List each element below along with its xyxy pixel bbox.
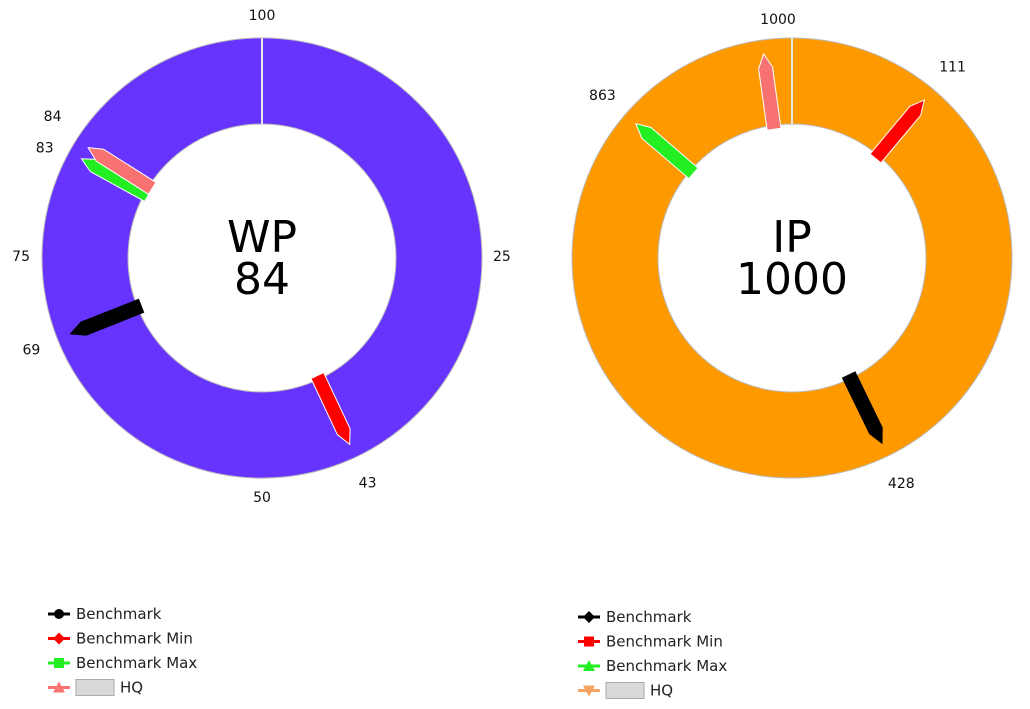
gauge-wp-center-value: 84 <box>234 254 290 305</box>
legend-marker-triangle-down <box>583 685 595 697</box>
legend-swatch <box>75 679 115 696</box>
gauge-wp-ring <box>41 37 483 479</box>
legend-label: Benchmark Max <box>76 654 197 672</box>
legend-item[interactable]: Benchmark Max <box>578 657 727 675</box>
legend-label: Benchmark Min <box>76 630 193 648</box>
legend-item[interactable]: HQ <box>48 679 143 697</box>
legend-label: Benchmark Max <box>606 657 727 675</box>
gauge-wp-center-label: WP <box>227 212 297 263</box>
gauge-marker-hq <box>87 147 157 195</box>
legend-item[interactable]: Benchmark Min <box>48 630 193 648</box>
gauge-ip-tick-1000: 1000 <box>760 12 796 28</box>
legend-marker-square <box>54 658 64 668</box>
legend-item[interactable]: Benchmark Min <box>578 633 723 651</box>
gauge-wp-tick-100: 100 <box>249 8 276 24</box>
gauge-marker-benchmark-min <box>310 371 351 446</box>
legend-label: HQ <box>650 682 673 700</box>
gauge-marker-label: 43 <box>359 475 377 491</box>
gauge-marker-benchmark-min <box>869 99 926 164</box>
gauge-ip-center-value: 1000 <box>736 254 848 305</box>
legend-item[interactable]: Benchmark <box>48 605 162 623</box>
gauge-marker-label: 111 <box>939 59 966 75</box>
legend-swatch <box>605 682 645 699</box>
legend-label: HQ <box>120 679 143 697</box>
legend-marker-circle <box>54 609 64 619</box>
gauge-marker-label: 428 <box>888 476 915 492</box>
gauge-marker-hq <box>758 52 782 131</box>
legend-marker-triangle <box>53 681 65 693</box>
gauge-marker-label: 84 <box>44 109 62 125</box>
legend-label: Benchmark <box>76 605 162 623</box>
gauge-wp-tick-50: 50 <box>253 490 271 506</box>
gauge-wp: 69 43 83 84 WP 84 100 25 50 75 <box>12 8 511 506</box>
gauge-marker-benchmark-max <box>634 122 699 180</box>
legend-marker-diamond <box>53 632 65 645</box>
legend-marker-triangle <box>583 660 595 671</box>
legend-label: Benchmark Min <box>606 633 723 651</box>
gauge-wp-tick-25: 25 <box>493 249 511 265</box>
legend-item[interactable]: HQ <box>578 682 673 700</box>
gauge-ip-ring <box>571 37 1013 479</box>
legend-item[interactable]: Benchmark Max <box>48 654 197 672</box>
legend-wp: Benchmark Benchmark Min Benchmark Max HQ <box>48 605 197 697</box>
gauge-wp-tick-75: 75 <box>12 249 30 265</box>
gauge-marker-benchmark <box>841 371 883 445</box>
legend-item[interactable]: Benchmark <box>578 608 692 626</box>
legend-marker-square <box>584 636 594 647</box>
gauge-marker-label: 83 <box>36 141 54 157</box>
legend-marker-diamond <box>583 611 595 623</box>
gauge-ip-center-label: IP <box>772 212 812 263</box>
gauge-ip: 428 111 863 IP 1000 1000 <box>571 12 1013 492</box>
gauge-marker-label: 863 <box>589 88 616 104</box>
gauge-marker-benchmark <box>69 298 145 336</box>
legend-ip: Benchmark Benchmark Min Benchmark Max HQ <box>578 608 727 700</box>
gauge-marker-label: 69 <box>22 342 40 358</box>
legend-label: Benchmark <box>606 608 692 626</box>
